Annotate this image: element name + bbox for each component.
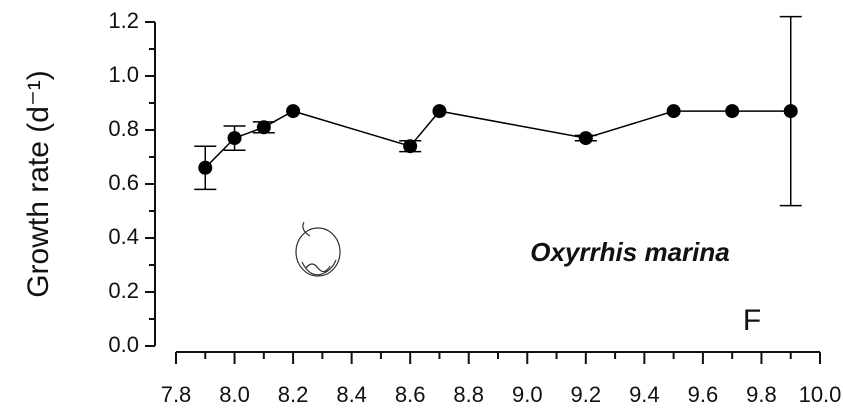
data-point bbox=[784, 104, 798, 118]
x-tick-label: 8.6 bbox=[395, 382, 426, 407]
y-tick-label: 0.0 bbox=[108, 332, 139, 357]
x-tick-label: 9.6 bbox=[688, 382, 719, 407]
x-tick-label: 10.0 bbox=[799, 382, 842, 407]
data-point bbox=[725, 104, 739, 118]
data-point bbox=[286, 104, 300, 118]
x-tick-label: 9.0 bbox=[512, 382, 543, 407]
chart: Growth rate (d⁻¹) Oxyrrhis marina F 0.0 0… bbox=[0, 0, 843, 418]
y-axis-label: Growth rate (d⁻¹) bbox=[22, 70, 55, 298]
x-tick-label: 8.4 bbox=[336, 382, 367, 407]
data-point bbox=[257, 120, 271, 134]
data-point bbox=[198, 161, 212, 175]
data-point bbox=[403, 139, 417, 153]
x-tick-label: 9.8 bbox=[746, 382, 777, 407]
y-tick-label: 0.6 bbox=[108, 170, 139, 195]
species-label: Oxyrrhis marina bbox=[530, 237, 729, 267]
cell-sketch bbox=[296, 222, 340, 276]
panel-label: F bbox=[743, 304, 761, 337]
data-point bbox=[432, 104, 446, 118]
y-tick-label: 1.0 bbox=[108, 62, 139, 87]
data-point bbox=[667, 104, 681, 118]
y-tick-label: 0.2 bbox=[108, 278, 139, 303]
y-tick-label: 0.8 bbox=[108, 116, 139, 141]
y-tick-label: 0.4 bbox=[108, 224, 139, 249]
data-point bbox=[228, 131, 242, 145]
x-tick-label: 8.0 bbox=[219, 382, 250, 407]
x-tick-label: 7.8 bbox=[161, 382, 192, 407]
x-tick-label: 9.4 bbox=[629, 382, 660, 407]
x-tick-label: 8.8 bbox=[453, 382, 484, 407]
series-line bbox=[205, 111, 790, 168]
y-tick-label: 1.2 bbox=[108, 8, 139, 33]
x-tick-label: 9.2 bbox=[571, 382, 602, 407]
data-point bbox=[579, 131, 593, 145]
x-tick-label: 8.2 bbox=[278, 382, 309, 407]
